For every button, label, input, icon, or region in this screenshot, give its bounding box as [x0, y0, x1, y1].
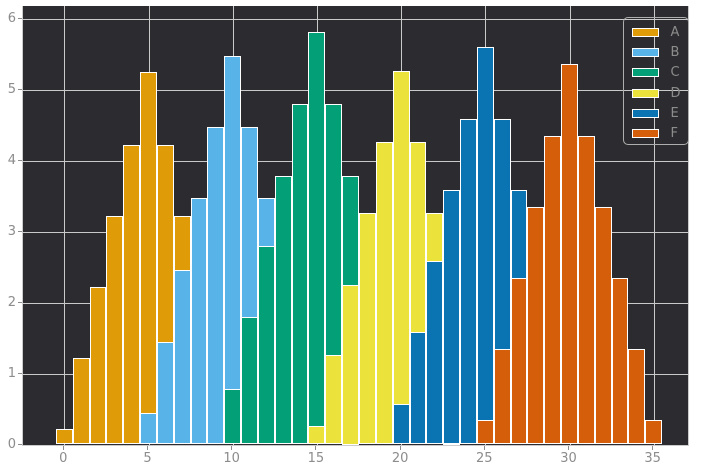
histogram-bar-C-12: [257, 245, 275, 445]
y-tick-5: [18, 89, 22, 90]
legend-label-D: D: [670, 85, 681, 101]
x-tick-25: [483, 446, 485, 450]
x-tick-label-35: 35: [644, 451, 661, 466]
x-tick-label-30: 30: [560, 451, 577, 466]
histogram-bar-F-29: [544, 135, 562, 445]
y-tick-label-0: 0: [7, 436, 16, 452]
histogram-bar-A-1: [72, 357, 90, 445]
x-tick-10: [231, 446, 233, 450]
legend-item-A: A: [631, 22, 688, 42]
histogram-bar-A-3: [106, 215, 124, 445]
histogram-bar-B-10: [224, 56, 242, 445]
y-tick-label-1: 1: [7, 365, 16, 381]
histogram-bar-C-10: [224, 389, 242, 445]
histogram-bar-F-32: [594, 206, 612, 445]
histogram-bar-E-22: [426, 261, 444, 445]
legend-label-A: A: [670, 24, 680, 40]
histogram-bar-F-28: [527, 206, 545, 445]
y-tick-label-2: 2: [7, 294, 16, 310]
histogram-bar-C-13: [274, 176, 292, 445]
histogram-bar-B-9: [207, 127, 225, 445]
gridline-x-0: [64, 6, 66, 445]
histogram-bar-D-15: [308, 426, 326, 445]
histogram-bar-E-21: [409, 332, 427, 445]
histogram-bar-D-19: [375, 142, 393, 445]
gridline-y-4: [23, 160, 688, 162]
histogram-bar-D-20: [392, 71, 410, 445]
x-tick-5: [147, 446, 148, 450]
histogram-bar-D-17: [342, 284, 359, 445]
histogram-bar-A-5: [140, 72, 157, 445]
histogram-bar-B-7: [173, 269, 191, 445]
histogram-bar-F-25: [476, 419, 494, 445]
x-tick-label-20: 20: [391, 451, 409, 466]
y-tick-6: [18, 18, 22, 19]
histogram-bar-C-11: [241, 317, 258, 445]
histogram-bar-D-18: [359, 213, 376, 445]
histogram-bar-E-24: [460, 118, 477, 445]
x-tick-15: [315, 446, 317, 450]
gridline-y-6: [23, 18, 688, 20]
y-tick-label-3: 3: [7, 223, 16, 239]
histogram-bar-A-2: [89, 286, 107, 445]
x-tick-35: [652, 446, 654, 450]
y-tick-0: [18, 444, 22, 445]
histogram-bar-F-34: [628, 348, 646, 445]
legend-item-D: D: [631, 83, 688, 103]
histogram-bar-C-14: [291, 103, 309, 445]
legend-swatch-A: [631, 27, 659, 37]
legend-item-F: F: [631, 123, 688, 143]
legend-label-C: C: [670, 65, 680, 81]
x-tick-label-25: 25: [476, 451, 493, 466]
histogram-bar-B-8: [190, 198, 208, 445]
gridline-x-35: [653, 6, 655, 445]
y-tick-2: [18, 302, 22, 303]
x-tick-0: [62, 446, 64, 450]
y-tick-1: [18, 373, 22, 374]
histogram-bar-D-16: [325, 355, 343, 445]
legend-label-F: F: [670, 126, 678, 142]
histogram-bar-E-23: [443, 190, 461, 445]
x-tick-30: [568, 446, 569, 450]
legend-swatch-E: [631, 108, 659, 118]
legend-item-B: B: [631, 42, 688, 62]
histogram-bar-E-20: [392, 404, 410, 445]
histogram-bar-F-35: [645, 419, 663, 445]
histogram-bar-F-30: [561, 63, 578, 445]
histogram-bar-E-25: [476, 46, 494, 445]
x-tick-label-0: 0: [59, 451, 68, 466]
histogram-bar-F-26: [493, 348, 511, 445]
x-tick-label-5: 5: [143, 451, 152, 466]
histogram-bar-F-33: [611, 278, 629, 445]
histogram-bar-C-15: [308, 31, 326, 445]
y-tick-label-4: 4: [7, 152, 16, 168]
x-tick-20: [399, 446, 401, 450]
y-tick-label-5: 5: [7, 81, 16, 97]
histogram-bar-F-27: [510, 278, 528, 445]
x-tick-label-10: 10: [223, 451, 240, 466]
y-tick-3: [18, 231, 22, 232]
legend-swatch-F: [631, 129, 659, 139]
histogram-bar-F-31: [577, 135, 595, 445]
y-tick-label-6: 6: [7, 10, 16, 26]
histogram-bar-A-4: [123, 144, 141, 445]
y-tick-4: [18, 160, 22, 161]
legend-swatch-D: [631, 88, 659, 98]
legend-label-B: B: [670, 44, 680, 60]
histogram-bar-B-5: [140, 412, 157, 445]
legend-item-C: C: [631, 63, 688, 83]
legend-item-E: E: [631, 103, 688, 123]
legend-swatch-B: [631, 47, 659, 57]
legend-label-E: E: [670, 105, 679, 121]
histogram-bar-B-6: [156, 341, 174, 445]
legend-swatch-C: [631, 68, 659, 78]
histogram-bar-A-0: [55, 428, 73, 445]
gridline-y-5: [23, 89, 688, 91]
x-tick-label-15: 15: [307, 451, 325, 466]
